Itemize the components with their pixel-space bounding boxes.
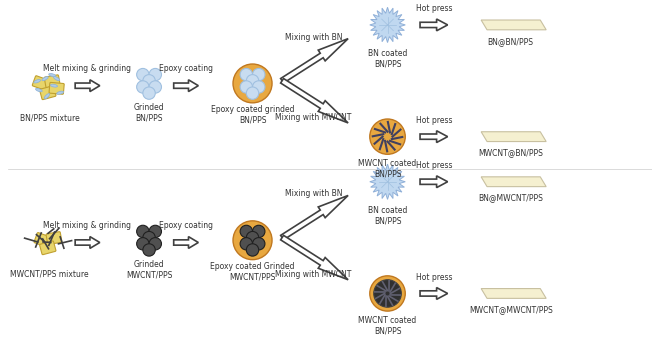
Text: Hot press: Hot press xyxy=(415,161,452,170)
Polygon shape xyxy=(481,177,546,187)
Text: Mixing with BN: Mixing with BN xyxy=(285,33,342,42)
Polygon shape xyxy=(281,39,348,83)
Text: Mixing with MWCNT: Mixing with MWCNT xyxy=(276,270,352,279)
Text: Epoxy coating: Epoxy coating xyxy=(159,64,212,73)
Ellipse shape xyxy=(42,76,48,81)
Circle shape xyxy=(136,238,149,250)
Ellipse shape xyxy=(57,91,63,94)
Ellipse shape xyxy=(54,76,60,81)
Circle shape xyxy=(143,244,155,256)
Circle shape xyxy=(374,280,402,307)
Text: Mixing with MWCNT: Mixing with MWCNT xyxy=(276,113,352,122)
Circle shape xyxy=(143,87,155,99)
Circle shape xyxy=(149,238,161,250)
FancyBboxPatch shape xyxy=(46,232,62,244)
Polygon shape xyxy=(174,80,199,92)
Ellipse shape xyxy=(44,93,50,99)
Circle shape xyxy=(240,225,253,238)
Text: Epoxy coated grinded
BN/PPS: Epoxy coated grinded BN/PPS xyxy=(211,105,295,125)
Text: MWCNT coated
BN/PPS: MWCNT coated BN/PPS xyxy=(358,316,417,336)
Circle shape xyxy=(246,244,259,256)
Text: MWCNT@BN/PPS: MWCNT@BN/PPS xyxy=(478,148,543,158)
Circle shape xyxy=(136,69,149,81)
Polygon shape xyxy=(281,195,348,240)
Polygon shape xyxy=(281,235,348,280)
Text: Hot press: Hot press xyxy=(415,116,452,125)
Circle shape xyxy=(233,221,272,260)
Text: Mixing with BN: Mixing with BN xyxy=(285,189,342,198)
Polygon shape xyxy=(174,237,199,248)
Circle shape xyxy=(246,87,259,99)
Circle shape xyxy=(240,238,253,250)
Polygon shape xyxy=(75,80,100,92)
FancyBboxPatch shape xyxy=(40,241,56,255)
Ellipse shape xyxy=(35,88,42,92)
Circle shape xyxy=(370,276,406,311)
Circle shape xyxy=(136,81,149,93)
Circle shape xyxy=(143,75,155,87)
Circle shape xyxy=(136,225,149,238)
Text: MWCNT@MWCNT/PPS: MWCNT@MWCNT/PPS xyxy=(469,305,552,314)
Text: Hot press: Hot press xyxy=(415,273,452,282)
Polygon shape xyxy=(75,237,100,248)
Ellipse shape xyxy=(34,79,40,83)
Circle shape xyxy=(370,119,406,154)
Circle shape xyxy=(149,69,161,81)
Circle shape xyxy=(233,64,272,103)
Ellipse shape xyxy=(49,74,56,77)
FancyBboxPatch shape xyxy=(34,233,51,247)
Polygon shape xyxy=(370,7,406,43)
Polygon shape xyxy=(481,132,546,142)
FancyBboxPatch shape xyxy=(40,86,56,100)
Polygon shape xyxy=(370,164,406,199)
Circle shape xyxy=(253,238,265,250)
Text: MWCNT coated
BN/PPS: MWCNT coated BN/PPS xyxy=(358,159,417,179)
Ellipse shape xyxy=(50,84,57,87)
Polygon shape xyxy=(481,288,546,298)
Circle shape xyxy=(149,225,161,238)
Text: Epoxy coated Grinded
MWCNT/PPS: Epoxy coated Grinded MWCNT/PPS xyxy=(210,262,295,282)
Circle shape xyxy=(253,225,265,238)
Text: Epoxy coating: Epoxy coating xyxy=(159,221,212,230)
Circle shape xyxy=(253,81,265,93)
Circle shape xyxy=(246,232,259,244)
Circle shape xyxy=(143,232,155,244)
Text: MWCNT/PPS mixture: MWCNT/PPS mixture xyxy=(10,270,89,279)
Circle shape xyxy=(149,81,161,93)
Text: BN coated
BN/PPS: BN coated BN/PPS xyxy=(368,206,407,226)
Polygon shape xyxy=(281,78,348,123)
Text: Grinded
MWCNT/PPS: Grinded MWCNT/PPS xyxy=(126,260,172,280)
Polygon shape xyxy=(481,20,546,30)
Text: BN coated
BN/PPS: BN coated BN/PPS xyxy=(368,49,407,69)
Text: Grinded
BN/PPS: Grinded BN/PPS xyxy=(134,103,165,123)
Text: BN@BN/PPS: BN@BN/PPS xyxy=(488,37,534,46)
Text: BN/PPS mixture: BN/PPS mixture xyxy=(20,113,80,122)
Polygon shape xyxy=(420,131,448,143)
FancyBboxPatch shape xyxy=(44,75,60,88)
Text: Melt mixing & grinding: Melt mixing & grinding xyxy=(43,221,131,230)
Text: Hot press: Hot press xyxy=(415,4,452,13)
Polygon shape xyxy=(420,176,448,188)
Circle shape xyxy=(240,69,253,81)
Circle shape xyxy=(253,69,265,81)
FancyBboxPatch shape xyxy=(32,76,49,90)
Polygon shape xyxy=(420,19,448,31)
Polygon shape xyxy=(420,287,448,299)
Circle shape xyxy=(240,81,253,93)
Circle shape xyxy=(246,75,259,87)
Text: BN@MWCNT/PPS: BN@MWCNT/PPS xyxy=(478,193,543,203)
FancyBboxPatch shape xyxy=(49,83,64,94)
Text: Melt mixing & grinding: Melt mixing & grinding xyxy=(43,64,131,73)
